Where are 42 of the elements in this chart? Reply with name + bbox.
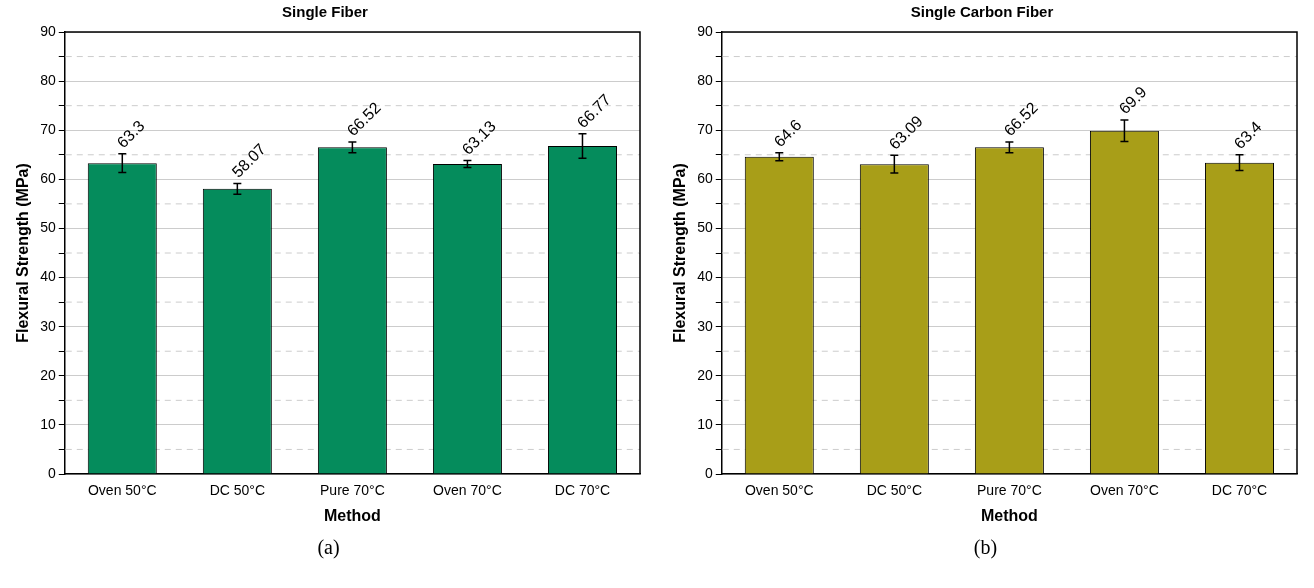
y-tick-label: 60 (39, 170, 56, 187)
data-label: 69.9 (1115, 83, 1150, 118)
y-tick-label: 70 (696, 121, 713, 138)
text: (b) (973, 536, 998, 559)
y-tick-label: 30 (39, 317, 56, 334)
y-tick-label: 60 (696, 170, 713, 187)
text: (a) (317, 536, 340, 559)
x-tick-label: Pure 70°C (976, 482, 1042, 499)
y-tick-label: 0 (47, 464, 56, 481)
y-tick-label: 80 (696, 71, 713, 88)
y-tick-label: 20 (696, 366, 713, 383)
x-tick-label: Pure 70°C (319, 482, 385, 499)
y-tick-label: 10 (696, 415, 713, 432)
x-tick-label: Oven 70°C (1089, 482, 1159, 499)
y-axis-title: Flexural Strength (MPa) (670, 163, 688, 343)
y-tick-label: 40 (39, 268, 56, 285)
x-tick-label: Oven 50°C (744, 482, 814, 499)
y-tick-label: 90 (696, 22, 713, 39)
y-tick-label: 30 (696, 317, 713, 334)
data-label: 63.3 (113, 116, 148, 152)
data-label: 64.6 (770, 115, 805, 151)
y-tick-label: 20 (39, 366, 56, 383)
data-label: 63.4 (1230, 117, 1265, 153)
x-axis-title: Method (980, 506, 1038, 524)
y-tick-label: 0 (704, 464, 713, 481)
x-tick-label: DC 50°C (209, 482, 265, 499)
y-tick-label: 10 (39, 415, 56, 432)
chart-title: Single Carbon Fiber (910, 3, 1053, 21)
x-axis-title: Method (323, 506, 381, 524)
y-axis-title: Flexural Strength (MPa) (13, 163, 31, 343)
chart-title: Single Fiber (281, 3, 368, 21)
x-tick-label: DC 70°C (1211, 482, 1267, 499)
y-tick-label: 50 (39, 219, 56, 236)
x-tick-label: DC 50°C (866, 482, 922, 499)
y-tick-label: 40 (696, 268, 713, 285)
y-tick-label: 90 (39, 22, 56, 39)
x-tick-label: DC 70°C (554, 482, 610, 499)
y-tick-label: 50 (696, 219, 713, 236)
y-tick-label: 70 (39, 121, 56, 138)
x-tick-label: Oven 70°C (432, 482, 502, 499)
y-tick-label: 80 (39, 71, 56, 88)
x-tick-label: Oven 50°C (87, 482, 157, 499)
